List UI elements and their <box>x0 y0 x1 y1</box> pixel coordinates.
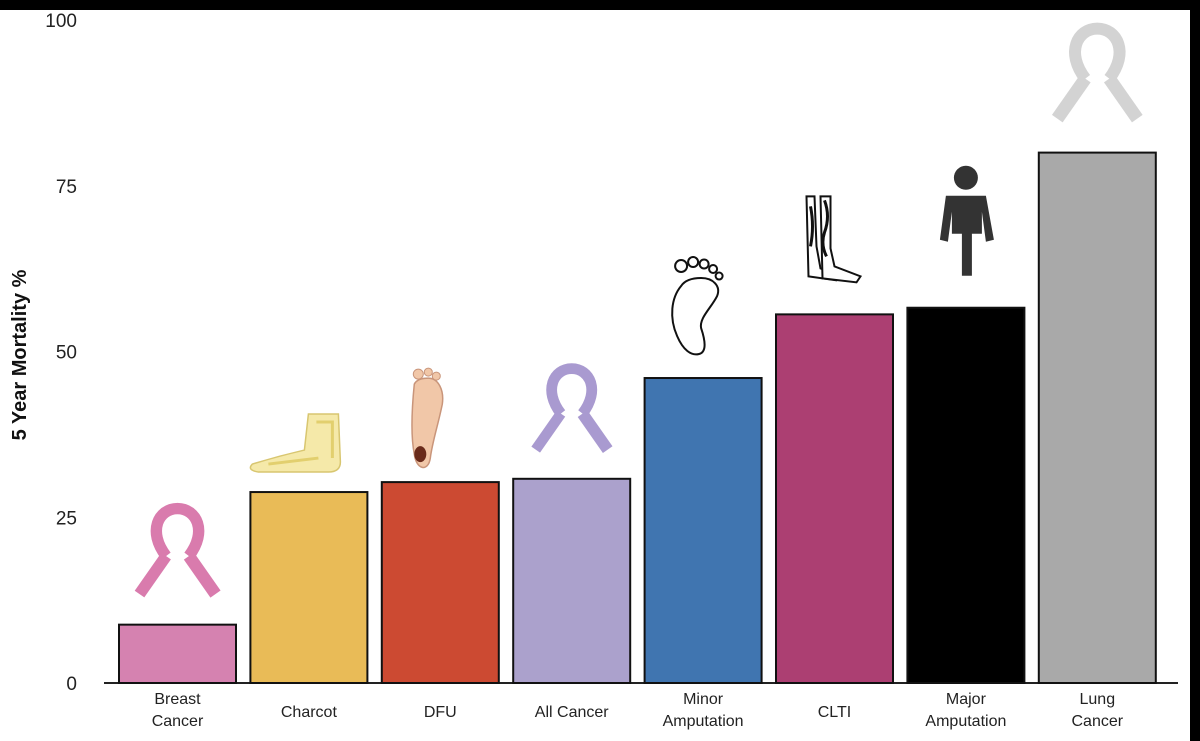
category-label-line: All Cancer <box>535 704 609 721</box>
y-tick-label: 50 <box>56 343 77 364</box>
category-label-line: Amputation <box>663 713 744 730</box>
bars <box>118 151 1157 685</box>
category-label: Major Amputation <box>925 691 1006 730</box>
category-labels: Breast Cancer Charcot DFU All Cancer Minor Amp… <box>152 691 1124 730</box>
lavender-ribbon-icon <box>531 363 613 453</box>
category-label: CLTI <box>818 704 851 721</box>
y-tick-label: 0 <box>66 674 77 695</box>
category-label-line: CLTI <box>818 704 851 721</box>
bar-7 <box>1037 151 1157 685</box>
pink-ribbon-icon <box>134 502 221 598</box>
category-label-line: Major <box>946 691 987 708</box>
bar-3 <box>512 477 632 684</box>
bar-5 <box>775 313 894 684</box>
bar-6 <box>906 306 1026 684</box>
grey-ribbon-icon <box>1051 22 1143 123</box>
y-axis-label: 5 Year Mortality % <box>9 269 31 440</box>
y-tick-label: 75 <box>56 177 77 198</box>
category-label-line: DFU <box>424 704 457 721</box>
category-label-line: Minor <box>683 691 724 708</box>
bar-1 <box>249 491 369 684</box>
foot-sole-ulcer-icon <box>411 367 444 469</box>
category-label: Lung Cancer <box>1072 691 1124 730</box>
category-label-line: Lung <box>1080 691 1116 708</box>
bar-0 <box>118 623 237 685</box>
category-label: DFU <box>424 704 457 721</box>
category-label-line: Charcot <box>281 704 338 721</box>
y-tick-labels: 0 25 50 75 100 <box>45 11 77 695</box>
category-label-line: Breast <box>154 691 201 708</box>
bar-chart: 5 Year Mortality % 0 25 50 75 100 Breast Canc… <box>9 11 1178 730</box>
category-label-line: Amputation <box>925 713 1006 730</box>
category-label-line: Cancer <box>1072 713 1124 730</box>
category-label: Charcot <box>281 704 338 721</box>
category-label: Breast Cancer <box>152 691 204 730</box>
leg-veins-icon <box>805 195 863 284</box>
foot-bones-icon <box>249 413 342 473</box>
chart-panel: 5 Year Mortality % 0 25 50 75 100 Breast Canc… <box>0 10 1190 741</box>
y-tick-label: 100 <box>45 11 77 32</box>
amputee-person-icon <box>939 165 994 276</box>
y-tick-label: 25 <box>56 508 77 529</box>
footprint-icon <box>671 256 724 356</box>
bar-4 <box>643 377 763 684</box>
category-label: Minor Amputation <box>663 691 744 730</box>
category-label: All Cancer <box>535 704 609 721</box>
bar-2 <box>380 481 500 684</box>
bar-icons <box>134 22 1143 598</box>
category-label-line: Cancer <box>152 713 204 730</box>
